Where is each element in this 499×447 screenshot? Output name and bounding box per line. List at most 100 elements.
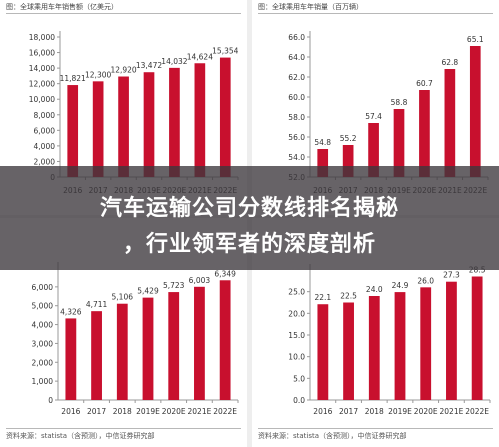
y-tick-label: 1,000 xyxy=(32,377,54,386)
y-tick-label: 60.0 xyxy=(288,93,305,102)
bar-2020E xyxy=(420,287,432,400)
chart-title: 图：全球乘用车年销量（百万辆） xyxy=(258,3,363,11)
data-label-2018: 24.0 xyxy=(366,285,383,294)
title-divider xyxy=(258,13,493,14)
x-tick-label-2019E: 2019E xyxy=(388,407,412,416)
data-label-2020E: 60.7 xyxy=(416,79,433,88)
y-tick-label: 25.0 xyxy=(288,288,305,297)
bar-2019E xyxy=(142,297,154,400)
bar-2020E xyxy=(169,67,180,177)
y-tick-label: 10.0 xyxy=(288,353,305,362)
bar-2016 xyxy=(317,149,329,177)
y-tick-label: 20.0 xyxy=(288,309,305,318)
bar-2017 xyxy=(343,302,354,400)
data-label-2021E: 6,003 xyxy=(189,276,211,285)
y-tick-label: 6,000 xyxy=(32,283,54,292)
source-divider xyxy=(6,428,241,429)
x-tick-label-2017: 2017 xyxy=(339,407,358,416)
data-label-2019E: 5,429 xyxy=(137,287,159,296)
bar-chart-china-sales-value: 0 1,000 2,000 3,000 4,000 5,000 6,000 4,326 2016… xyxy=(32,262,239,416)
y-tick-label: 56.0 xyxy=(288,133,305,142)
bar-2017 xyxy=(342,145,354,177)
y-tick-label: 62.0 xyxy=(288,73,305,82)
data-label-2018: 5,106 xyxy=(112,293,134,302)
bar-2018 xyxy=(368,123,379,177)
y-tick-label: 14,000 xyxy=(29,64,55,73)
headline-line-1: 汽车运输公司分数线排名揭秘 xyxy=(99,196,399,221)
y-tick-label: 16,000 xyxy=(29,49,55,58)
data-label-2017: 4,711 xyxy=(86,300,108,309)
source-divider xyxy=(258,428,493,429)
data-label-2020E: 26.0 xyxy=(417,276,434,285)
bar-2016 xyxy=(317,304,329,400)
data-label-2017: 22.5 xyxy=(340,292,357,301)
data-label-2022E: 6,349 xyxy=(214,269,236,278)
bar-2022E xyxy=(219,57,231,177)
chart-source: 资料来源：statista（含预测），中信证券研究部 xyxy=(258,432,407,440)
bar-2022E xyxy=(471,276,483,400)
y-tick-label: 12,000 xyxy=(29,80,55,89)
y-tick-label: 58.0 xyxy=(288,113,305,122)
x-tick-label-2018: 2018 xyxy=(113,407,132,416)
bar-2020E xyxy=(168,292,180,400)
bar-2019E xyxy=(394,292,406,400)
data-label-2016: 22.1 xyxy=(315,293,332,302)
x-tick-label-2022E: 2022E xyxy=(465,407,489,416)
headline-line-2: ，行业领军者的深度剖析 xyxy=(122,232,376,257)
bar-2019E xyxy=(143,72,155,177)
y-tick-label: 64.0 xyxy=(288,53,305,62)
y-tick-label: 4,000 xyxy=(34,142,56,151)
data-label-2016: 54.8 xyxy=(314,138,331,147)
data-label-2021E: 62.8 xyxy=(442,58,459,67)
data-label-2022E: 28.5 xyxy=(469,266,486,275)
y-tick-label: 10,000 xyxy=(29,95,55,104)
data-label-2022E: 15,354 xyxy=(212,47,238,56)
y-tick-label: 54.0 xyxy=(288,153,305,162)
data-label-2020E: 5,723 xyxy=(163,281,185,290)
bar-2021E xyxy=(194,63,206,177)
x-tick-label-2020E: 2020E xyxy=(162,407,186,416)
x-tick-label-2019E: 2019E xyxy=(136,407,160,416)
y-tick-label: 4,000 xyxy=(32,321,54,330)
data-label-2017: 55.2 xyxy=(340,134,357,143)
data-label-2022E: 65.1 xyxy=(467,35,484,44)
data-label-2016: 11,821 xyxy=(60,74,86,83)
bar-2018 xyxy=(116,303,128,400)
data-label-2017: 12,300 xyxy=(85,70,111,79)
x-tick-label-2021E: 2021E xyxy=(188,407,212,416)
data-label-2019E: 13,472 xyxy=(136,61,162,70)
x-tick-label-2022E: 2022E xyxy=(213,407,237,416)
bar-2017 xyxy=(91,311,102,400)
bar-2018 xyxy=(118,76,129,177)
bar-chart-china-sales-volume: 0.0 5.0 10.0 15.0 20.0 25.0 22.1 2016 22.5 2017 24… xyxy=(288,264,491,416)
bar-2022E xyxy=(219,280,231,400)
y-tick-label: 66.0 xyxy=(288,33,305,42)
y-tick-label: 18,000 xyxy=(29,33,55,42)
data-label-2021E: 27.3 xyxy=(443,271,460,280)
y-tick-label: 15.0 xyxy=(288,331,305,340)
x-tick-label-2020E: 2020E xyxy=(414,407,438,416)
y-tick-label: 5,000 xyxy=(32,302,54,311)
title-divider xyxy=(6,13,241,14)
y-tick-label: 2,000 xyxy=(34,157,56,166)
x-tick-label-2016: 2016 xyxy=(313,407,332,416)
bar-2022E xyxy=(469,46,481,177)
y-tick-label: 6,000 xyxy=(34,126,56,135)
data-label-2016: 4,326 xyxy=(60,307,82,316)
y-tick-label: 5.0 xyxy=(293,374,305,383)
bar-2020E xyxy=(419,90,430,177)
chart-title: 图：全球乘用车年销售额（亿美元） xyxy=(6,3,118,11)
x-tick-label-2018: 2018 xyxy=(365,407,384,416)
data-label-2019E: 24.9 xyxy=(392,281,409,290)
bar-2016 xyxy=(65,318,77,400)
bar-2018 xyxy=(368,296,380,400)
x-tick-label-2021E: 2021E xyxy=(440,407,464,416)
y-tick-label: 2,000 xyxy=(32,358,54,367)
bar-2021E xyxy=(194,286,205,400)
data-label-2018: 12,920 xyxy=(110,66,136,75)
y-tick-label: 8,000 xyxy=(34,111,56,120)
chart-source: 资料来源：statista（含预测），中信证券研究部 xyxy=(6,432,155,440)
y-tick-label: 0 xyxy=(48,396,53,405)
bar-2016 xyxy=(67,85,79,177)
x-tick-label-2017: 2017 xyxy=(87,407,106,416)
